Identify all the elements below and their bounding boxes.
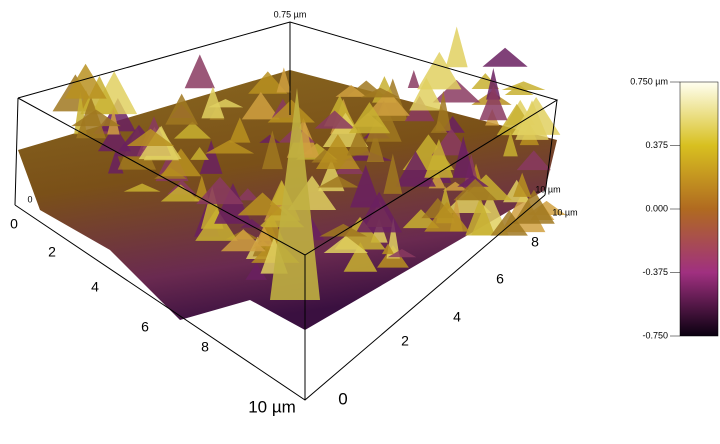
ridge: [482, 48, 527, 67]
right-tick-label: 10 µm: [552, 207, 577, 217]
left-tick-label: 10 µm: [248, 397, 296, 416]
right-tick-label: 0: [338, 389, 347, 408]
left-tick-label: 8: [201, 339, 209, 355]
right-tick-label: 6: [496, 271, 504, 287]
right-tick-label: 2: [401, 333, 409, 349]
left-tick-label: 0: [10, 216, 18, 232]
left-tick-label: 6: [141, 319, 149, 335]
z-top-label: 0.75 µm: [274, 9, 307, 19]
colorbar-label: 0.000: [645, 203, 668, 213]
ridge: [408, 70, 420, 88]
right-axis-end-label: 10 µm: [535, 184, 560, 194]
colorbar-label: 0.375: [645, 140, 668, 150]
left-tick-label: 2: [48, 244, 56, 260]
ridge: [446, 26, 468, 67]
right-tick-label: 8: [531, 234, 539, 250]
surface-3d: [18, 26, 566, 330]
z-zero-label: 0: [27, 194, 32, 204]
colorbar-label: -0.750: [642, 330, 668, 340]
box-left-edge: [15, 98, 18, 205]
ridge: [185, 54, 215, 88]
left-tick-label: 4: [91, 279, 99, 295]
colorbar-labels: 0.750 µm 0.375 0.000 -0.375 -0.750: [630, 76, 680, 340]
right-tick-label: 4: [453, 309, 461, 325]
afm-figure: 0.75 µm 0 0 2 4 6 8 10 µm 0 2 4 6 8 10 µm 10 µm 0.…: [0, 0, 720, 444]
colorbar-label: 0.750 µm: [630, 76, 668, 86]
colorbar: [680, 82, 718, 336]
colorbar-label: -0.375: [642, 267, 668, 277]
